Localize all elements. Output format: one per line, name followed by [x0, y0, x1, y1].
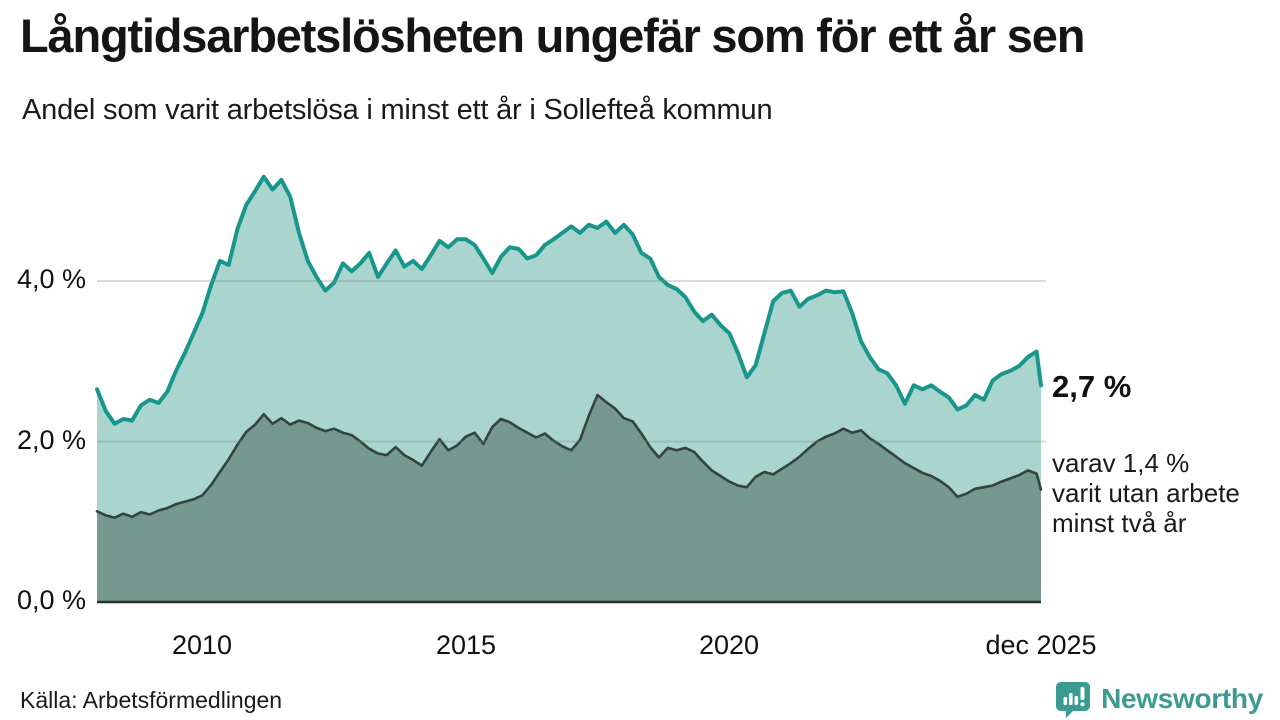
x-tick-label: 2015: [435, 630, 497, 660]
subset-annotation-line: varit utan arbete: [1052, 478, 1240, 508]
y-tick-label: 0,0 %: [16, 585, 86, 615]
x-tick-label: dec 2025: [985, 630, 1097, 660]
y-tick-label: 2,0 %: [16, 424, 86, 455]
subset-annotation: varav 1,4 % varit utan arbete minst två år: [1052, 448, 1240, 538]
page-title: Långtidsarbetslösheten ungefär som för e…: [20, 9, 1085, 62]
source-caption: Källa: Arbetsförmedlingen: [20, 687, 283, 713]
latest-value-label: 2,7 %: [1052, 369, 1132, 404]
newsworthy-icon: [1056, 682, 1091, 718]
newsworthy-wordmark: Newsworthy: [1101, 683, 1263, 714]
x-tick-label: 2020: [698, 630, 760, 660]
newsworthy-logo[interactable]: Newsworthy: [1054, 680, 1263, 718]
x-tick-label: 2010: [171, 630, 233, 660]
y-tick-label: 4,0 %: [16, 264, 86, 294]
page-subtitle: Andel som varit arbetslösa i minst ett å…: [22, 94, 773, 126]
chart-line-0: [95, 174, 1043, 426]
chart-area-fill-1: [97, 395, 1041, 602]
subset-annotation-line: minst två år: [1052, 508, 1187, 538]
subset-annotation-line: varav 1,4 %: [1052, 448, 1190, 478]
chart-line-1: [95, 393, 1043, 519]
